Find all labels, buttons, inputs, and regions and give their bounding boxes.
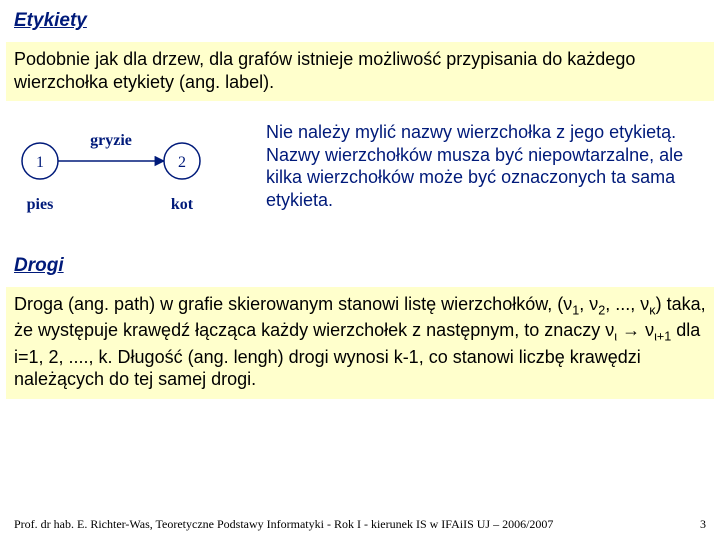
paragraph-intro: Podobnie jak dla drzew, dla grafów istni… bbox=[6, 42, 714, 101]
footer: Prof. dr hab. E. Richter-Was, Teoretyczn… bbox=[14, 517, 706, 532]
paragraph-drogi: Droga (ang. path) w grafie skierowanym s… bbox=[6, 287, 714, 399]
heading-etykiety: Etykiety bbox=[0, 0, 720, 38]
node-2-label: kot bbox=[171, 196, 194, 213]
drogi-arr: → ν bbox=[617, 320, 654, 340]
footer-page-number: 3 bbox=[700, 517, 706, 532]
node-2-id: 2 bbox=[178, 154, 186, 171]
diagram: gryzie 1 2 pies kot bbox=[6, 119, 246, 239]
drogi-c1: , ν bbox=[579, 294, 598, 314]
drogi-subi1: ι+1 bbox=[654, 330, 671, 344]
node-1-label: pies bbox=[27, 196, 54, 213]
drogi-pre: Droga (ang. path) w grafie skierowanym s… bbox=[14, 294, 572, 314]
node-1-id: 1 bbox=[36, 154, 44, 171]
explanation-text: Nie należy mylić nazwy wierzchołka z jeg… bbox=[246, 119, 714, 211]
edge-label: gryzie bbox=[90, 132, 132, 149]
heading-drogi: Drogi bbox=[0, 245, 720, 283]
drogi-c2: , ..., ν bbox=[605, 294, 649, 314]
footer-text: Prof. dr hab. E. Richter-Was, Teoretyczn… bbox=[14, 517, 553, 531]
diagram-row: gryzie 1 2 pies kot Nie należy mylić naz… bbox=[6, 119, 714, 239]
